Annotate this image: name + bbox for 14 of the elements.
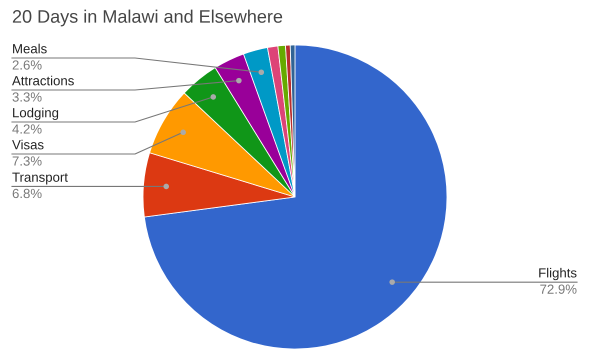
slice-label: Meals xyxy=(13,44,47,54)
pie-slice xyxy=(144,44,448,350)
slice-label: Lodging xyxy=(13,108,58,120)
data-label: 72.9% xyxy=(540,284,577,294)
data-label: 3.3% xyxy=(12,92,42,102)
slice-label: Attractions xyxy=(12,76,74,86)
slice-label: Transport xyxy=(12,172,68,184)
slice-label: Visas xyxy=(12,140,44,150)
data-label: 2.6% xyxy=(12,60,42,70)
data-label: 6.8% xyxy=(12,188,42,198)
slice-label: Flights xyxy=(539,268,577,280)
data-label: 7.3% xyxy=(12,156,42,166)
chart-title: 20 Days in Malawi and Elsewhere xyxy=(12,10,282,26)
data-label: 4.2% xyxy=(12,124,42,134)
